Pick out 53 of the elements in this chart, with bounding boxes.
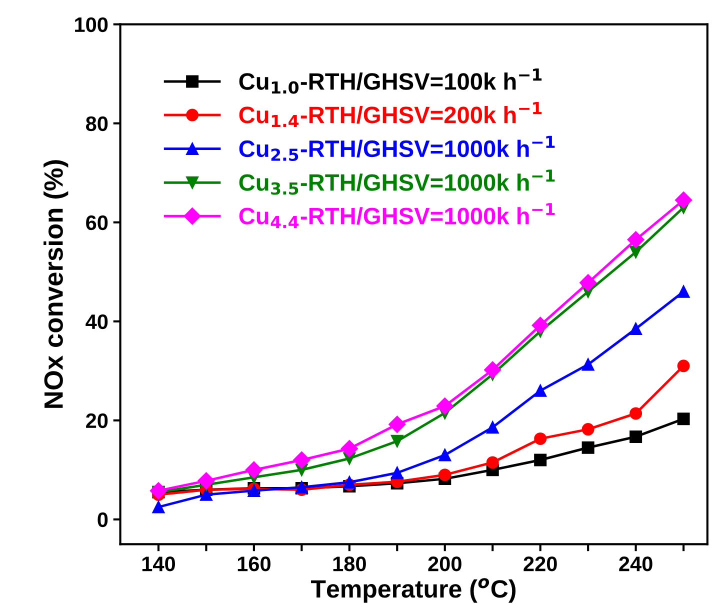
point bbox=[152, 500, 165, 514]
point bbox=[534, 432, 547, 445]
legend-label: Cu$_{1.4}$-RTH/GHSV=200k h$^{−1}$ bbox=[239, 102, 542, 128]
point bbox=[484, 361, 502, 378]
point bbox=[630, 430, 642, 443]
legend-label: Cu$_{1.0}$-RTH/GHSV=100k h$^{−1}$ bbox=[239, 68, 542, 94]
x-axis-title: Temperature ($^{o}$C) bbox=[311, 578, 516, 603]
x-tick-label: 240 bbox=[619, 556, 652, 572]
x-tick-label: 180 bbox=[333, 556, 366, 572]
legend-label: Cu$_{4.4}$-RTH/GHSV=1000k h$^{−1}$ bbox=[239, 203, 555, 228]
point bbox=[534, 384, 547, 397]
x-tick-label: 140 bbox=[142, 556, 175, 572]
point bbox=[580, 274, 597, 292]
point bbox=[438, 468, 452, 482]
point bbox=[532, 316, 549, 334]
point bbox=[486, 421, 499, 434]
point bbox=[582, 423, 594, 436]
point bbox=[630, 246, 642, 258]
y-tick-label: 80 bbox=[86, 116, 108, 132]
point bbox=[677, 285, 690, 298]
point bbox=[343, 476, 356, 489]
y-tick-label: 20 bbox=[86, 413, 108, 428]
point bbox=[198, 472, 215, 490]
point bbox=[436, 397, 454, 415]
x-tick-label: 200 bbox=[428, 556, 462, 572]
y-tick-label: 0 bbox=[98, 512, 108, 528]
legend-label: Cu$_{2.5}$-RTH/GHSV=1000k h$^{−1}$ bbox=[239, 136, 555, 162]
point bbox=[245, 461, 262, 478]
point bbox=[582, 441, 594, 454]
point bbox=[486, 456, 499, 469]
point bbox=[534, 454, 547, 466]
y-tick-label: 40 bbox=[86, 314, 108, 330]
point bbox=[438, 448, 452, 462]
x-tick-label: 220 bbox=[524, 556, 557, 572]
legend-label: Cu$_{3.5}$-RTH/GHSV=1000k h$^{−1}$ bbox=[239, 170, 555, 195]
y-axis-title: NOx conversion (%) bbox=[44, 160, 68, 408]
point bbox=[388, 416, 406, 433]
point bbox=[627, 231, 644, 248]
point bbox=[150, 482, 168, 500]
point bbox=[677, 360, 690, 372]
point bbox=[390, 466, 404, 480]
point bbox=[340, 440, 358, 458]
point bbox=[200, 488, 212, 501]
y-tick-label: 60 bbox=[86, 215, 108, 230]
point bbox=[674, 192, 692, 209]
point bbox=[630, 322, 642, 336]
x-tick-label: 160 bbox=[238, 556, 270, 572]
y-tick-label: 100 bbox=[75, 17, 108, 32]
point bbox=[677, 412, 690, 426]
point bbox=[630, 407, 642, 420]
point bbox=[293, 451, 310, 469]
point bbox=[582, 358, 594, 371]
point bbox=[390, 434, 404, 448]
